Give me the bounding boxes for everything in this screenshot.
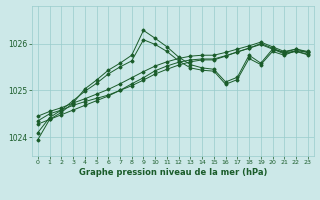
X-axis label: Graphe pression niveau de la mer (hPa): Graphe pression niveau de la mer (hPa) [79,168,267,177]
